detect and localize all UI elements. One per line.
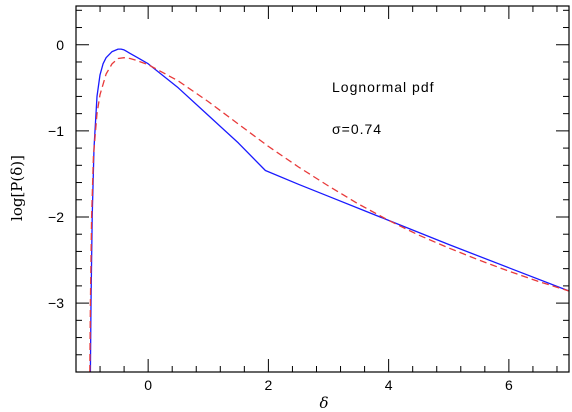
y-axis-label: log[P(δ)] [8, 155, 26, 221]
y-tick-label: −3 [48, 295, 64, 311]
series-line-solid [89, 48, 570, 373]
plot-frame [75, 5, 570, 373]
x-tick-label: 6 [505, 377, 513, 393]
series-line-dashed [89, 57, 570, 373]
axis-ticks [75, 6, 569, 373]
x-tick-label: 0 [144, 377, 152, 393]
tick-labels: 0 2 4 6 0 −1 −2 −3 [48, 37, 513, 393]
x-tick-label: 4 [385, 377, 393, 393]
x-tick-label: 2 [264, 377, 272, 393]
annotation-title: Lognormal pdf [332, 79, 435, 95]
x-axis-label: δ [319, 394, 328, 412]
y-tick-label: −2 [48, 209, 64, 225]
y-tick-label: 0 [56, 37, 64, 53]
y-tick-label: −1 [48, 123, 64, 139]
series-lines [89, 48, 570, 373]
annotation-sigma: σ=0.74 [332, 121, 382, 137]
